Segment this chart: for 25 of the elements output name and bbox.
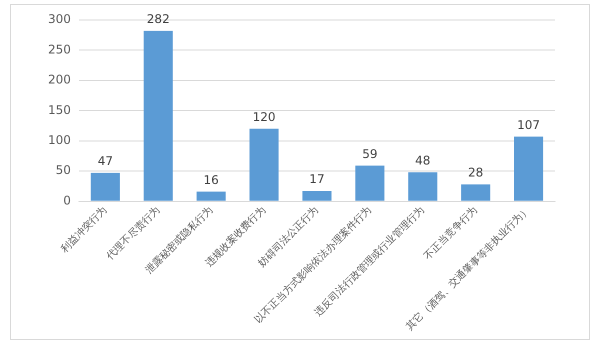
data-label: 16 — [204, 172, 219, 187]
data-label: 48 — [415, 153, 430, 168]
data-label: 47 — [98, 154, 113, 168]
data-label: 17 — [309, 172, 325, 186]
y-tick-label: 300 — [48, 12, 71, 26]
data-label: 120 — [252, 110, 276, 124]
bar — [302, 191, 332, 201]
y-tick-label: 200 — [48, 72, 71, 87]
bar — [355, 166, 384, 201]
y-tick-label: 250 — [48, 42, 71, 56]
bar — [514, 136, 544, 201]
data-label: 282 — [146, 12, 170, 26]
y-tick-label: 100 — [48, 132, 71, 147]
data-label: 107 — [517, 118, 540, 132]
y-tick-label: 0 — [63, 193, 71, 208]
data-label: 59 — [362, 146, 378, 161]
bar — [90, 172, 120, 201]
bar — [196, 192, 226, 201]
bar — [461, 184, 490, 201]
bar — [250, 128, 279, 201]
y-tick-label: 150 — [48, 102, 71, 117]
bar — [408, 172, 438, 201]
bar — [144, 30, 173, 201]
y-tick-label: 50 — [56, 163, 71, 178]
data-label: 28 — [468, 166, 484, 180]
